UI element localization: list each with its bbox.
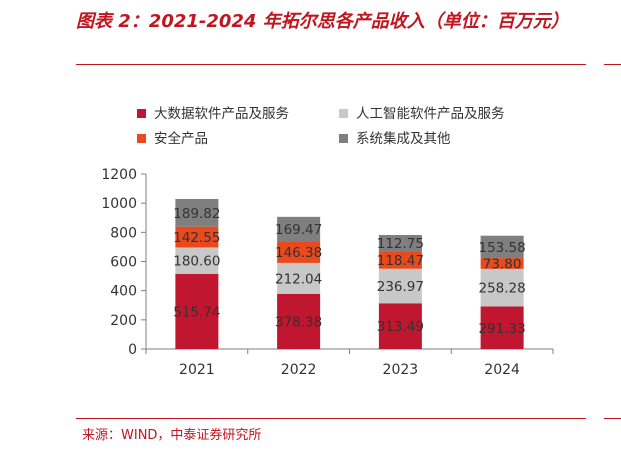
data-label: 291.33 — [479, 321, 526, 337]
y-tick-label: 400 — [110, 284, 137, 300]
legend-swatch — [137, 109, 146, 118]
data-label: 313.49 — [377, 319, 424, 335]
data-label: 153.58 — [479, 240, 526, 256]
bar-segment — [277, 216, 321, 242]
data-label: 73.80 — [483, 256, 522, 272]
legend-swatch — [137, 134, 146, 143]
chart-axes: 0 200 400 600 800 1000 1200 2021 2022 2023 2024 — [101, 167, 554, 378]
data-label: 378.38 — [275, 314, 322, 330]
data-label: 169.47 — [275, 222, 322, 238]
bar-segment — [378, 303, 422, 349]
y-tick-label: 600 — [110, 255, 137, 271]
legend-label: 系统集成及其他 — [356, 131, 451, 147]
bar-segment — [277, 293, 321, 349]
data-label: 236.97 — [377, 279, 424, 295]
bar-segment — [480, 306, 524, 349]
bar-segment — [378, 251, 422, 269]
page-edge-mark — [604, 64, 621, 65]
bar-segment — [175, 226, 219, 248]
y-tick-label: 800 — [110, 225, 137, 241]
data-label: 258.28 — [479, 281, 526, 297]
legend-label: 大数据软件产品及服务 — [154, 106, 289, 122]
bar-segment — [378, 235, 422, 252]
data-label: 180.60 — [173, 254, 220, 270]
y-tick-label: 1000 — [101, 196, 137, 212]
legend-label: 安全产品 — [154, 130, 208, 147]
source-divider — [76, 418, 586, 419]
data-label: 146.38 — [275, 245, 322, 261]
data-label: 189.82 — [173, 206, 220, 222]
bar-segment — [277, 241, 321, 263]
data-label: 212.04 — [275, 271, 322, 287]
title-divider — [76, 64, 586, 65]
bar-segment — [277, 262, 321, 294]
bar-segment — [480, 258, 524, 269]
bar-segment — [480, 268, 524, 307]
legend-swatch — [339, 109, 348, 118]
data-label: 515.74 — [173, 304, 220, 320]
data-label: 112.75 — [377, 236, 424, 252]
y-tick-label: 0 — [128, 342, 137, 358]
y-tick-label: 1200 — [101, 167, 137, 183]
x-tick-label: 2024 — [484, 362, 520, 378]
data-label: 142.55 — [173, 230, 220, 246]
x-tick-label: 2021 — [179, 362, 215, 378]
bar-segment — [378, 268, 422, 304]
source-note: 来源：WIND，中泰证券研究所 — [82, 428, 262, 443]
data-label: 118.47 — [377, 253, 424, 269]
chart-bars — [175, 198, 524, 349]
bar-segment — [175, 198, 219, 227]
x-tick-label: 2023 — [383, 362, 419, 378]
chart-data-labels: 515.74 180.60 142.55 189.82 378.38 212.04 146.… — [173, 206, 526, 337]
bar-segment — [175, 273, 219, 349]
x-tick-label: 2022 — [281, 362, 317, 378]
page-edge-mark-bottom — [604, 418, 621, 419]
legend-label: 人工智能软件产品及服务 — [356, 106, 505, 122]
figure-title: 图表 2：2021-2024 年拓尔思各产品收入（单位：百万元） — [76, 11, 569, 32]
bar-segment — [175, 247, 219, 274]
bar-segment — [480, 235, 524, 259]
y-tick-label: 200 — [110, 313, 137, 329]
legend-swatch — [339, 134, 348, 143]
